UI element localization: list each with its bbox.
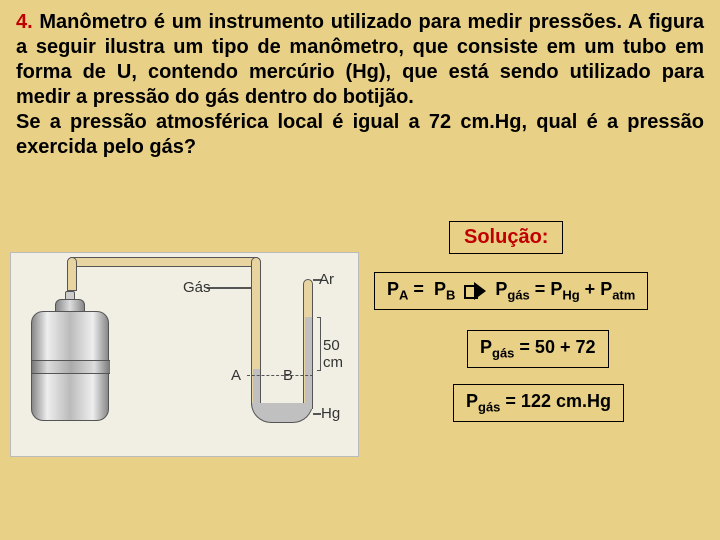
label-50cm: 50 cm xyxy=(323,337,358,371)
cylinder-midband xyxy=(32,360,110,374)
question-block: 4. Manômetro é um instrumento utilizado … xyxy=(0,0,720,160)
eq2-var: P xyxy=(480,337,492,357)
eq1-eq2: = xyxy=(530,279,551,299)
level-line-ab xyxy=(247,375,313,376)
equation-2: Pgás = 50 + 72 xyxy=(467,330,609,368)
gas-pointer xyxy=(207,287,251,289)
implies-arrow-icon xyxy=(464,283,486,297)
eq1-pb-var: P xyxy=(434,279,446,299)
eq1-pgas-var: P xyxy=(495,279,507,299)
height-bracket xyxy=(317,317,321,371)
pipe-vertical-cylinder xyxy=(67,257,77,291)
eq3-rest: = 122 cm.Hg xyxy=(500,391,611,411)
label-point-a: A xyxy=(231,367,241,384)
label-ar: Ar xyxy=(319,271,334,288)
eq1-pa-sub: A xyxy=(399,288,408,303)
eq3-var: P xyxy=(466,391,478,411)
equation-3: Pgás = 122 cm.Hg xyxy=(453,384,624,422)
question-body-1: Manômetro é um instrumento utilizado par… xyxy=(16,11,704,108)
eq1-plus: + xyxy=(580,279,601,299)
eq1-phg-sub: Hg xyxy=(562,288,579,303)
label-gas: Gás xyxy=(183,279,211,296)
eq3-sub: gás xyxy=(478,400,500,415)
eq1-pgas-sub: gás xyxy=(507,288,529,303)
gas-cylinder xyxy=(31,311,109,421)
question-body-2: Se a pressão atmosférica local é igual a… xyxy=(16,111,704,158)
manometer-figure: Gás Ar 50 cm A B Hg xyxy=(10,252,359,457)
eq1-patm-var: P xyxy=(600,279,612,299)
solution-label: Solução: xyxy=(449,221,563,254)
question-number: 4. xyxy=(16,11,33,33)
eq1-pa-var: P xyxy=(387,279,399,299)
eq1-pb-sub: B xyxy=(446,288,455,303)
label-point-b: B xyxy=(283,367,293,384)
eq2-sub: gás xyxy=(492,346,514,361)
eq2-rest: = 50 + 72 xyxy=(514,337,595,357)
pipe-horizontal xyxy=(67,257,261,267)
label-hg: Hg xyxy=(321,405,340,422)
cylinder-body xyxy=(31,311,109,421)
hg-pointer xyxy=(313,413,321,415)
mercury-right xyxy=(305,317,312,409)
eq1-phg-var: P xyxy=(550,279,562,299)
eq1-eq1: = xyxy=(408,279,429,299)
equation-1: PA = PB Pgás = PHg + Patm xyxy=(374,272,648,310)
eq1-patm-sub: atm xyxy=(612,288,635,303)
